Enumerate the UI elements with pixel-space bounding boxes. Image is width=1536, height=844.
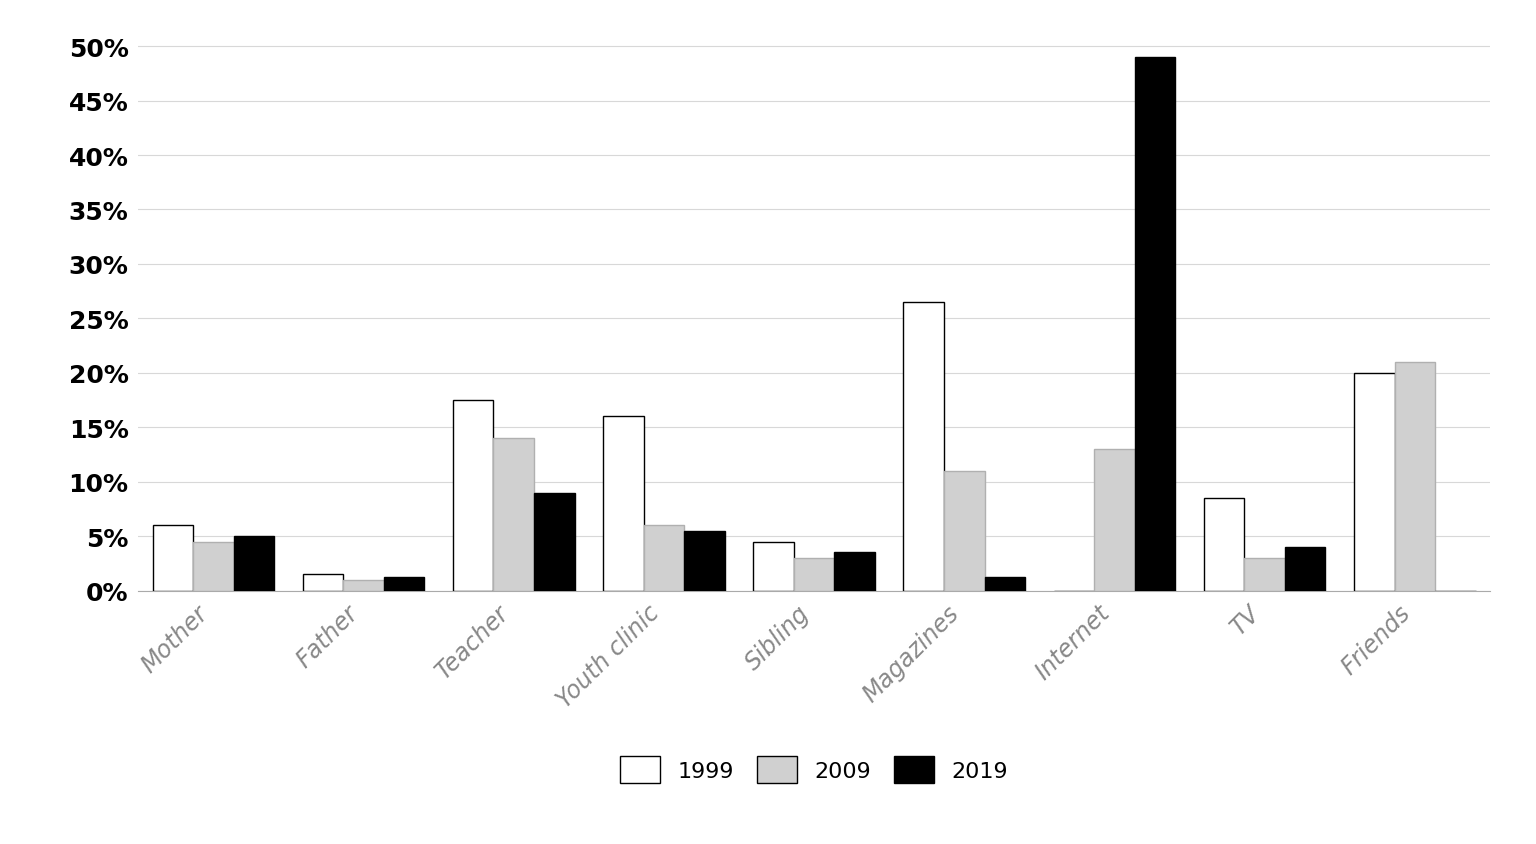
Bar [604, 417, 644, 591]
Bar [945, 471, 985, 591]
Bar [343, 580, 384, 591]
Bar [985, 578, 1025, 591]
Legend: 1999, 2009, 2019: 1999, 2009, 2019 [610, 745, 1018, 794]
Bar [834, 553, 876, 591]
Bar [1355, 373, 1395, 591]
Bar [1135, 58, 1175, 591]
Bar [644, 526, 684, 591]
Bar [493, 439, 535, 591]
Bar [1395, 362, 1435, 591]
Bar [535, 493, 574, 591]
Bar [1286, 547, 1326, 591]
Bar [1244, 558, 1286, 591]
Bar [233, 537, 273, 591]
Bar [684, 531, 725, 591]
Bar [753, 542, 794, 591]
Bar [1204, 498, 1244, 591]
Bar [194, 542, 233, 591]
Bar [303, 575, 343, 591]
Bar [152, 526, 194, 591]
Bar [1094, 449, 1135, 591]
Bar [903, 303, 945, 591]
Bar [384, 578, 424, 591]
Bar [453, 401, 493, 591]
Bar [794, 558, 834, 591]
